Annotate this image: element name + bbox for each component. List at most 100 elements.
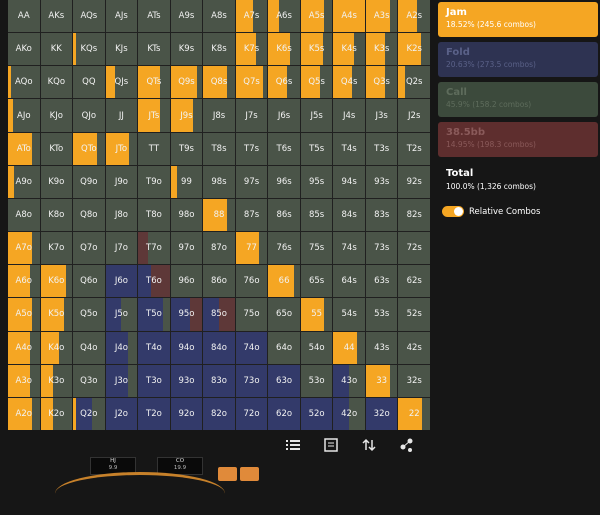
hand-cell-86s[interactable]: 86s xyxy=(268,198,300,232)
relative-combos-toggle[interactable]: Relative Combos xyxy=(442,206,540,217)
hand-cell-qjo[interactable]: QJo xyxy=(73,99,105,132)
hand-cell-qts[interactable]: QTs xyxy=(138,66,170,99)
hand-cell-95o[interactable]: 95o xyxy=(170,298,203,331)
hand-cell-87s[interactable]: 87s xyxy=(235,198,268,232)
hand-cell-k5o[interactable]: K5o xyxy=(40,298,73,331)
hand-cell-k2o[interactable]: K2o xyxy=(40,397,73,430)
hand-cell-q8s[interactable]: Q8s xyxy=(203,66,235,99)
hand-cell-74s[interactable]: 74s xyxy=(333,232,365,265)
hand-cell-q2s[interactable]: Q2s xyxy=(398,66,430,99)
hand-cell-q9o[interactable]: Q9o xyxy=(73,165,105,198)
hand-cell-k9s[interactable]: K9s xyxy=(170,33,203,66)
hand-cell-j9o[interactable]: J9o xyxy=(105,165,138,198)
hand-cell-32s[interactable]: 32s xyxy=(398,364,430,397)
hand-cell-q2o[interactable]: Q2o xyxy=(73,397,105,430)
hand-cell-j8o[interactable]: J8o xyxy=(105,198,138,232)
hand-cell-76s[interactable]: 76s xyxy=(268,232,300,265)
hand-cell-33[interactable]: 33 xyxy=(365,364,398,397)
hand-cell-65o[interactable]: 65o xyxy=(268,298,300,331)
hand-cell-k3o[interactable]: K3o xyxy=(40,364,73,397)
hand-cell-j3o[interactable]: J3o xyxy=(105,364,138,397)
hand-cell-j8s[interactable]: J8s xyxy=(203,99,235,132)
hand-cell-ajo[interactable]: AJo xyxy=(8,99,40,132)
hand-cell-a7s[interactable]: A7s xyxy=(235,0,268,33)
hand-cell-83o[interactable]: 83o xyxy=(203,364,235,397)
hand-cell-t2o[interactable]: T2o xyxy=(138,397,170,430)
hand-cell-94o[interactable]: 94o xyxy=(170,331,203,364)
legend-jam[interactable]: Jam 18.52% (245.6 combos) xyxy=(438,2,598,37)
hand-cell-j3s[interactable]: J3s xyxy=(365,99,398,132)
hand-cell-k6s[interactable]: K6s xyxy=(268,33,300,66)
hand-cell-22[interactable]: 22 xyxy=(398,397,430,430)
hand-cell-92s[interactable]: 92s xyxy=(398,165,430,198)
hand-cell-qq[interactable]: QQ xyxy=(73,66,105,99)
hand-cell-j7s[interactable]: J7s xyxy=(235,99,268,132)
hand-cell-85o[interactable]: 85o xyxy=(203,298,235,331)
hand-cell-55[interactable]: 55 xyxy=(300,298,333,331)
hand-cell-j6s[interactable]: J6s xyxy=(268,99,300,132)
hand-cell-q5s[interactable]: Q5s xyxy=(300,66,333,99)
hand-cell-t5s[interactable]: T5s xyxy=(300,132,333,165)
hand-cell-kqs[interactable]: KQs xyxy=(73,33,105,66)
hand-cell-97s[interactable]: 97s xyxy=(235,165,268,198)
hand-cell-85s[interactable]: 85s xyxy=(300,198,333,232)
hand-cell-t9o[interactable]: T9o xyxy=(138,165,170,198)
hand-cell-76o[interactable]: 76o xyxy=(235,265,268,298)
hand-cell-66[interactable]: 66 xyxy=(268,265,300,298)
hand-cell-98o[interactable]: 98o xyxy=(170,198,203,232)
hand-cell-k2s[interactable]: K2s xyxy=(398,33,430,66)
hand-cell-k5s[interactable]: K5s xyxy=(300,33,333,66)
hand-cell-t4o[interactable]: T4o xyxy=(138,331,170,364)
hand-cell-32o[interactable]: 32o xyxy=(365,397,398,430)
hand-cell-j4s[interactable]: J4s xyxy=(333,99,365,132)
hand-cell-72o[interactable]: 72o xyxy=(235,397,268,430)
hand-cell-73s[interactable]: 73s xyxy=(365,232,398,265)
hand-cell-q7s[interactable]: Q7s xyxy=(235,66,268,99)
hand-cell-ako[interactable]: AKo xyxy=(8,33,40,66)
hand-cell-kk[interactable]: KK xyxy=(40,33,73,66)
hand-cell-87o[interactable]: 87o xyxy=(203,232,235,265)
hand-cell-qto[interactable]: QTo xyxy=(73,132,105,165)
hand-cell-kts[interactable]: KTs xyxy=(138,33,170,66)
hand-cell-a6s[interactable]: A6s xyxy=(268,0,300,33)
hand-cell-93o[interactable]: 93o xyxy=(170,364,203,397)
hand-cell-t7o[interactable]: T7o xyxy=(138,232,170,265)
hand-cell-j5o[interactable]: J5o xyxy=(105,298,138,331)
hand-cell-q3s[interactable]: Q3s xyxy=(365,66,398,99)
hand-cell-84o[interactable]: 84o xyxy=(203,331,235,364)
hand-cell-43s[interactable]: 43s xyxy=(365,331,398,364)
hand-cell-42s[interactable]: 42s xyxy=(398,331,430,364)
hand-cell-93s[interactable]: 93s xyxy=(365,165,398,198)
hand-cell-k4o[interactable]: K4o xyxy=(40,331,73,364)
hand-cell-a4s[interactable]: A4s xyxy=(333,0,365,33)
hand-cell-q9s[interactable]: Q9s xyxy=(170,66,203,99)
hand-cell-74o[interactable]: 74o xyxy=(235,331,268,364)
hand-cell-t9s[interactable]: T9s xyxy=(170,132,203,165)
list-icon[interactable] xyxy=(285,438,301,454)
hand-cell-j6o[interactable]: J6o xyxy=(105,265,138,298)
hand-cell-86o[interactable]: 86o xyxy=(203,265,235,298)
hand-cell-54o[interactable]: 54o xyxy=(300,331,333,364)
hand-cell-k9o[interactable]: K9o xyxy=(40,165,73,198)
hand-cell-88[interactable]: 88 xyxy=(203,198,235,232)
hand-cell-43o[interactable]: 43o xyxy=(333,364,365,397)
hand-cell-44[interactable]: 44 xyxy=(333,331,365,364)
hand-cell-a8o[interactable]: A8o xyxy=(8,198,40,232)
hand-cell-k8o[interactable]: K8o xyxy=(40,198,73,232)
hand-cell-96s[interactable]: 96s xyxy=(268,165,300,198)
hand-cell-q6o[interactable]: Q6o xyxy=(73,265,105,298)
hand-cell-ats[interactable]: ATs xyxy=(138,0,170,33)
hand-cell-q3o[interactable]: Q3o xyxy=(73,364,105,397)
hand-cell-63s[interactable]: 63s xyxy=(365,265,398,298)
hand-cell-73o[interactable]: 73o xyxy=(235,364,268,397)
hand-cell-k3s[interactable]: K3s xyxy=(365,33,398,66)
hand-cell-k7s[interactable]: K7s xyxy=(235,33,268,66)
hand-cell-97o[interactable]: 97o xyxy=(170,232,203,265)
hand-cell-65s[interactable]: 65s xyxy=(300,265,333,298)
legend-raise[interactable]: 38.5bb 14.95% (198.3 combos) xyxy=(438,122,598,157)
hand-cell-jj[interactable]: JJ xyxy=(105,99,138,132)
seat-hj[interactable]: HJ 9.9 xyxy=(90,457,136,475)
hand-cell-62o[interactable]: 62o xyxy=(268,397,300,430)
hand-cell-tt[interactable]: TT xyxy=(138,132,170,165)
hand-cell-k4s[interactable]: K4s xyxy=(333,33,365,66)
